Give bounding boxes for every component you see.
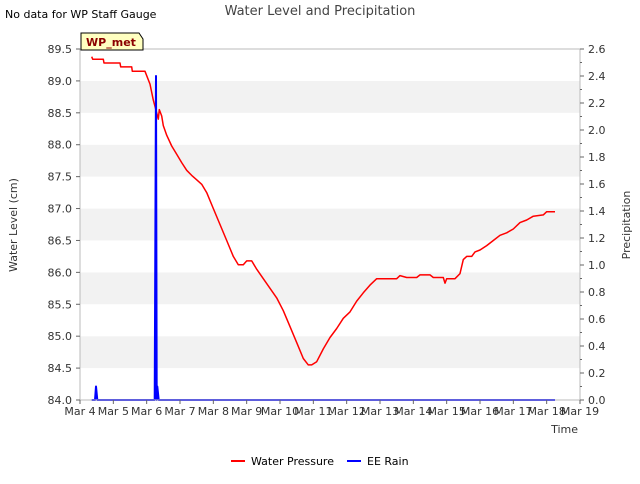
y2-tick-label: 2.4: [588, 70, 606, 83]
y2-tick-label: 2.2: [588, 97, 606, 110]
x-tick-label: Mar 15: [428, 405, 466, 418]
y2-tick-label: 1.8: [588, 151, 606, 164]
x-tick-label: Mar 18: [528, 405, 566, 418]
y-axis-left: 84.0 84.5 85.0 85.5 86.0 86.5 87.0 87.5 88.0 88.5…: [48, 43, 80, 407]
y-tick-label: 84.0: [48, 394, 73, 407]
x-tick-label: Mar 7: [164, 405, 195, 418]
grid-band: [80, 49, 580, 81]
x-tick-label: Mar 6: [131, 405, 162, 418]
y-tick-label: 89.5: [48, 43, 73, 56]
grid-band: [80, 272, 580, 305]
legend-label-ee-rain: EE Rain: [367, 455, 409, 468]
x-tick-label: Mar 12: [328, 405, 366, 418]
x-tick-label: Mar 13: [361, 405, 399, 418]
y2-tick-label: 1.0: [588, 259, 606, 272]
notice-text: No data for WP Staff Gauge: [5, 8, 157, 21]
y2-tick-label: 0.0: [588, 394, 606, 407]
chart-title: Water Level and Precipitation: [225, 4, 416, 19]
y-tick-label: 84.5: [48, 362, 73, 375]
y2-tick-label: 1.6: [588, 178, 606, 191]
grid-band: [80, 208, 580, 241]
y2-tick-label: 1.4: [588, 205, 606, 218]
series-layer: [91, 56, 555, 401]
grid-band: [80, 80, 580, 113]
x-tick-label: Mar 14: [394, 405, 432, 418]
series-line-water-pressure: [91, 56, 555, 366]
x-axis-label: Time: [550, 423, 578, 436]
grid-band: [80, 368, 580, 400]
y-tick-label: 89.0: [48, 75, 73, 88]
y-tick-label: 88.5: [48, 107, 73, 120]
y2-tick-label: 2.6: [588, 43, 606, 56]
legend: Water Pressure EE Rain: [231, 455, 409, 468]
y2-tick-label: 0.4: [588, 340, 606, 353]
y2-tick-label: 0.8: [588, 286, 606, 299]
y2-axis-label: Precipitation: [620, 191, 633, 260]
grid-band: [80, 176, 580, 209]
y-tick-label: 88.0: [48, 139, 73, 152]
grid-band: [80, 304, 580, 337]
y2-tick-label: 0.2: [588, 367, 606, 380]
y-axis-right: 0.0 0.2 0.4 0.6 0.8 1.0 1.2 1.4 1.6 1.8 2.0 2.2 2.4 2…: [580, 43, 606, 407]
y-tick-label: 87.0: [48, 203, 73, 216]
x-tick-label: Mar 19: [561, 405, 599, 418]
x-tick-label: Mar 5: [98, 405, 129, 418]
y2-tick-label: 2.0: [588, 124, 606, 137]
x-tick-label: Mar 17: [494, 405, 532, 418]
y-tick-label: 86.5: [48, 234, 73, 247]
y2-tick-label: 1.2: [588, 232, 606, 245]
x-tick-label: Mar 10: [261, 405, 299, 418]
site-badge-label: WP_met: [86, 36, 136, 49]
grid-band: [80, 144, 580, 177]
x-tick-label: Mar 4: [64, 405, 95, 418]
y2-tick-label: 0.6: [588, 313, 606, 326]
grid-band: [80, 336, 580, 369]
legend-label-water-pressure: Water Pressure: [251, 455, 334, 468]
site-badge: WP_met: [80, 32, 144, 51]
grid-band: [80, 112, 580, 145]
y-axis-label: Water Level (cm): [7, 178, 20, 272]
series-line-ee-rain: [91, 75, 555, 401]
x-tick-label: Mar 8: [198, 405, 229, 418]
x-tick-label: Mar 11: [294, 405, 332, 418]
y-tick-label: 87.5: [48, 171, 73, 184]
y-tick-label: 85.5: [48, 298, 73, 311]
x-tick-label: Mar 16: [461, 405, 499, 418]
y-tick-label: 85.0: [48, 330, 73, 343]
x-tick-label: Mar 9: [231, 405, 262, 418]
background-bands: [80, 49, 580, 400]
y-tick-label: 86.0: [48, 266, 73, 279]
grid-band: [80, 240, 580, 273]
